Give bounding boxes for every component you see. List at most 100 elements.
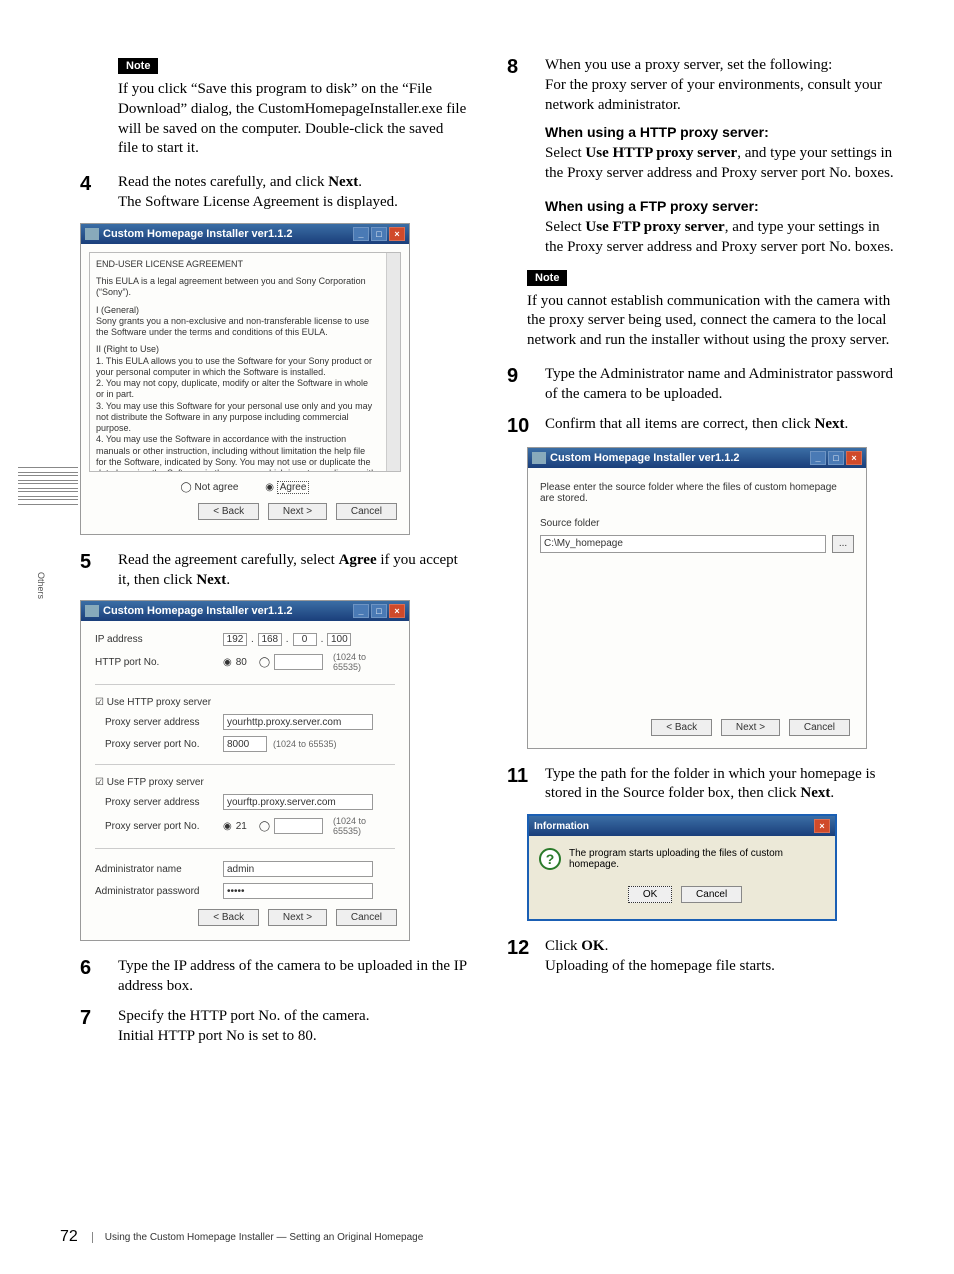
radio-agree[interactable]: ◉ Agree xyxy=(265,482,309,493)
step-number: 10 xyxy=(507,415,545,437)
step7-a: Specify the HTTP port No. of the camera. xyxy=(118,1008,369,1024)
step-10: 10 Confirm that all items are correct, t… xyxy=(507,415,894,437)
proxy-port-label: Proxy server port No. xyxy=(95,739,215,750)
http-port-input[interactable] xyxy=(274,654,323,670)
cancel-button[interactable]: Cancel xyxy=(336,503,397,520)
period: . xyxy=(226,572,230,588)
step-number: 4 xyxy=(80,173,118,195)
source-input[interactable]: C:\My_homepage xyxy=(540,535,826,553)
close-icon[interactable]: × xyxy=(389,604,405,618)
http-port-label: HTTP port No. xyxy=(95,657,215,668)
step8-a: When you use a proxy server, set the fol… xyxy=(545,57,832,73)
scrollbar[interactable] xyxy=(386,253,400,471)
radio-ftp-custom[interactable]: ◯ xyxy=(259,821,270,832)
step9-text: Type the Administrator name and Administ… xyxy=(545,365,894,405)
next-button[interactable]: Next > xyxy=(268,503,327,520)
screenshot-eula: Custom Homepage Installer ver1.1.2 _ □ ×… xyxy=(80,223,410,535)
step5-a: Read the agreement carefully, select xyxy=(118,552,339,568)
use-ftp-checkbox[interactable]: ☑ Use FTP proxy server xyxy=(95,777,395,788)
step4-next: Next xyxy=(328,174,358,190)
info-title: Information xyxy=(534,821,812,832)
question-icon: ? xyxy=(539,848,561,870)
app-icon xyxy=(85,228,99,240)
step-4: 4 Read the notes carefully, and click Ne… xyxy=(80,173,467,213)
footer-text: Using the Custom Homepage Installer — Se… xyxy=(92,1232,424,1243)
next-button[interactable]: Next > xyxy=(268,909,327,926)
minimize-icon[interactable]: _ xyxy=(810,451,826,465)
step-6: 6 Type the IP address of the camera to b… xyxy=(80,957,467,997)
admin-name-input[interactable]: admin xyxy=(223,861,373,877)
radio-port-default[interactable]: ◉ xyxy=(223,657,232,668)
eula-textarea: END-USER LICENSE AGREEMENT This EULA is … xyxy=(89,252,401,472)
side-tab-lines xyxy=(18,467,78,617)
maximize-icon[interactable]: □ xyxy=(371,604,387,618)
period: . xyxy=(830,785,834,801)
ftp-port-input[interactable] xyxy=(274,818,323,834)
app-icon xyxy=(532,452,546,464)
radio-port-custom[interactable]: ◯ xyxy=(259,657,270,668)
screenshot-settings: Custom Homepage Installer ver1.1.2 _ □ ×… xyxy=(80,600,410,941)
screenshot-source: Custom Homepage Installer ver1.1.2 _ □ ×… xyxy=(527,447,867,749)
info-dialog: Information × ? The program starts uploa… xyxy=(527,814,837,921)
side-tab-label: Others xyxy=(36,572,46,599)
admin-name-label: Administrator name xyxy=(95,864,215,875)
note-text-right: If you cannot establish communication wi… xyxy=(527,292,894,351)
cancel-button[interactable]: Cancel xyxy=(681,886,742,903)
ftp-port-label: Proxy server port No. xyxy=(95,821,215,832)
back-button[interactable]: < Back xyxy=(198,503,259,520)
minimize-icon[interactable]: _ xyxy=(353,227,369,241)
close-icon[interactable]: × xyxy=(389,227,405,241)
step-5: 5 Read the agreement carefully, select A… xyxy=(80,551,467,591)
proxy-addr-input[interactable]: yourhttp.proxy.server.com xyxy=(223,714,373,730)
step10-a: Confirm that all items are correct, then… xyxy=(545,416,814,432)
window-title: Custom Homepage Installer ver1.1.2 xyxy=(103,605,351,617)
step12-ok: OK xyxy=(581,938,604,954)
use-http-checkbox[interactable]: ☑ Use HTTP proxy server xyxy=(95,697,395,708)
proxy-port-input[interactable]: 8000 xyxy=(223,736,267,752)
next-button[interactable]: Next > xyxy=(721,719,780,736)
period: . xyxy=(605,938,609,954)
close-icon[interactable]: × xyxy=(814,819,830,833)
browse-button[interactable]: ... xyxy=(832,535,854,553)
ip-input[interactable]: 192. 168. 0. 100 xyxy=(223,633,395,646)
ftp-addr-label: Proxy server address xyxy=(95,797,215,808)
cancel-button[interactable]: Cancel xyxy=(789,719,850,736)
page-number: 72 xyxy=(60,1228,78,1246)
app-icon xyxy=(85,605,99,617)
eula-p2: I (General) xyxy=(96,305,378,316)
step5-next: Next xyxy=(196,572,226,588)
close-icon[interactable]: × xyxy=(846,451,862,465)
step-number: 7 xyxy=(80,1007,118,1029)
back-button[interactable]: < Back xyxy=(651,719,712,736)
period: . xyxy=(358,174,362,190)
window-title: Custom Homepage Installer ver1.1.2 xyxy=(103,228,351,240)
step-number: 11 xyxy=(507,765,545,787)
step-number: 8 xyxy=(507,56,545,78)
radio-ftp-default[interactable]: ◉ xyxy=(223,821,232,832)
cancel-button[interactable]: Cancel xyxy=(336,909,397,926)
eula-p5: 1. This EULA allows you to use the Softw… xyxy=(96,356,378,472)
back-button[interactable]: < Back xyxy=(198,909,259,926)
step-7: 7 Specify the HTTP port No. of the camer… xyxy=(80,1007,467,1047)
radio-not-agree[interactable]: ◯ Not agree xyxy=(181,482,239,493)
ftp-addr-input[interactable]: yourftp.proxy.server.com xyxy=(223,794,373,810)
step12-c: Uploading of the homepage file starts. xyxy=(545,958,775,974)
step-9: 9 Type the Administrator name and Admini… xyxy=(507,365,894,405)
step4-text-a: Read the notes carefully, and click xyxy=(118,174,328,190)
ok-button[interactable]: OK xyxy=(628,886,672,903)
step10-next: Next xyxy=(814,416,844,432)
step-number: 6 xyxy=(80,957,118,979)
admin-pass-input[interactable]: ••••• xyxy=(223,883,373,899)
info-message: The program starts uploading the files o… xyxy=(569,848,825,870)
source-label: Source folder xyxy=(540,518,854,529)
maximize-icon[interactable]: □ xyxy=(371,227,387,241)
step8-b: For the proxy server of your environment… xyxy=(545,77,882,113)
eula-p4: II (Right to Use) xyxy=(96,344,378,355)
minimize-icon[interactable]: _ xyxy=(353,604,369,618)
step11-next: Next xyxy=(800,785,830,801)
maximize-icon[interactable]: □ xyxy=(828,451,844,465)
eula-p3: Sony grants you a non-exclusive and non-… xyxy=(96,316,378,339)
step-number: 5 xyxy=(80,551,118,573)
note-text-left: If you click “Save this program to disk”… xyxy=(118,80,467,159)
step5-agree: Agree xyxy=(339,552,377,568)
